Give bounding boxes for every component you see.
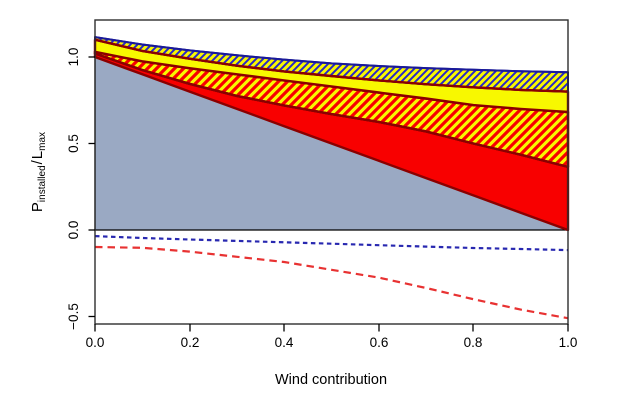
edge-blue-hatch-band-lower bbox=[94, 38, 569, 93]
y-axis-title-sub-max: max bbox=[37, 132, 48, 151]
y-tick-label: 0.0 bbox=[66, 221, 81, 240]
plot-areas bbox=[93, 36, 570, 232]
x-tick-label: 0.6 bbox=[370, 335, 389, 350]
y-axis-title: Pinstalled/Lmax bbox=[29, 132, 48, 212]
line-blue-dashed bbox=[94, 235, 569, 252]
y-axis-title-sub-installed: installed bbox=[37, 165, 48, 202]
y-axis-title-slash: / bbox=[29, 159, 46, 164]
plot-lines bbox=[94, 235, 569, 320]
x-axis-title: Wind contribution bbox=[275, 372, 387, 388]
x-tick-label: 0.2 bbox=[181, 335, 200, 350]
line-red-dashed bbox=[94, 245, 569, 320]
x-axis bbox=[94, 324, 569, 332]
y-axis-title-L: L bbox=[29, 151, 46, 159]
x-tick-labels: 0.0 0.2 0.4 0.6 0.8 1.0 bbox=[86, 335, 578, 350]
x-tick-label: 0.8 bbox=[464, 335, 483, 350]
y-tick-label: −0.5 bbox=[66, 303, 81, 330]
y-tick-label: 0.5 bbox=[66, 134, 81, 153]
y-axis-title-P: P bbox=[29, 202, 46, 212]
x-tick-label: 1.0 bbox=[559, 335, 578, 350]
y-tick-label: 1.0 bbox=[66, 48, 81, 67]
x-tick-label: 0.0 bbox=[86, 335, 105, 350]
x-tick-label: 0.4 bbox=[275, 335, 294, 350]
y-axis bbox=[88, 56, 95, 318]
plot-border bbox=[94, 19, 569, 325]
y-tick-labels: 1.0 0.5 0.0 −0.5 bbox=[66, 48, 81, 330]
